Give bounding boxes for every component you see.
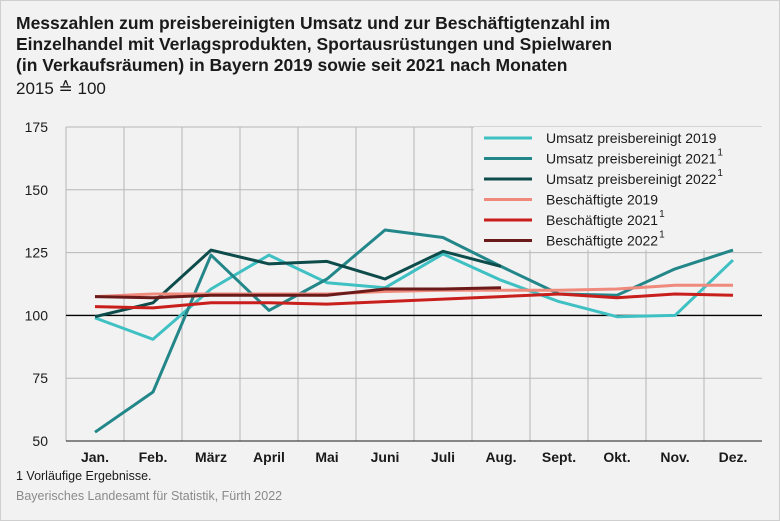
legend-footnote-mark: 1 — [659, 209, 665, 220]
series-line-2 — [94, 228, 734, 434]
series-line-5 — [94, 292, 734, 310]
legend-label-6: Beschäftigte 2022 — [546, 233, 658, 249]
x-tick-label: Feb. — [139, 449, 168, 465]
legend-label-1: Umsatz preisbereinigt 2019 — [546, 130, 717, 146]
legend-footnote-mark: 1 — [717, 168, 723, 179]
legend-footnote-mark: 1 — [659, 230, 665, 241]
legend-background — [474, 127, 762, 250]
legend-label-4: Beschäftigte 2019 — [546, 192, 658, 208]
title-line-3: (in Verkaufsräumen) in Bayern 2019 sowie… — [16, 55, 568, 75]
x-tick-label: Juli — [431, 449, 455, 465]
y-tick-label: 75 — [32, 370, 48, 386]
series-line-6 — [94, 286, 502, 300]
footnote: 1 Vorläufige Ergebnisse. — [16, 469, 152, 483]
y-tick-label: 50 — [32, 433, 48, 449]
x-tick-label: Nov. — [660, 449, 689, 465]
chart-subtitle: 2015 ≙ 100 — [16, 79, 106, 98]
x-tick-label: Sept. — [542, 449, 576, 465]
legend-footnote-mark: 1 — [717, 148, 723, 159]
y-tick-label: 100 — [25, 307, 49, 323]
source-note: Bayerisches Landesamt für Statistik, Für… — [16, 489, 283, 503]
y-tick-label: 175 — [25, 119, 49, 135]
y-tick-label: 125 — [25, 245, 49, 261]
legend-label-2: Umsatz preisbereinigt 2021 — [546, 151, 717, 167]
x-tick-label: März — [195, 449, 227, 465]
series-line-1 — [94, 252, 735, 341]
title-line-2: Einzelhandel mit Verlagsprodukten, Sport… — [16, 34, 613, 54]
x-tick-label: Okt. — [603, 449, 630, 465]
series-line-4 — [94, 283, 733, 299]
title-line-1: Messzahlen zum preisbereinigten Umsatz u… — [16, 13, 611, 33]
legend-label-5: Beschäftigte 2021 — [546, 212, 658, 228]
x-tick-label: April — [253, 449, 285, 465]
x-tick-label: Jan. — [81, 449, 109, 465]
chart-title: Messzahlen zum preisbereinigten Umsatz u… — [16, 13, 756, 76]
legend-label-3: Umsatz preisbereinigt 2022 — [546, 171, 717, 187]
x-tick-label: Juni — [371, 449, 400, 465]
x-tick-label: Aug. — [485, 449, 516, 465]
x-tick-label: Dez. — [719, 449, 748, 465]
y-tick-label: 150 — [25, 182, 49, 198]
x-tick-label: Mai — [315, 449, 338, 465]
